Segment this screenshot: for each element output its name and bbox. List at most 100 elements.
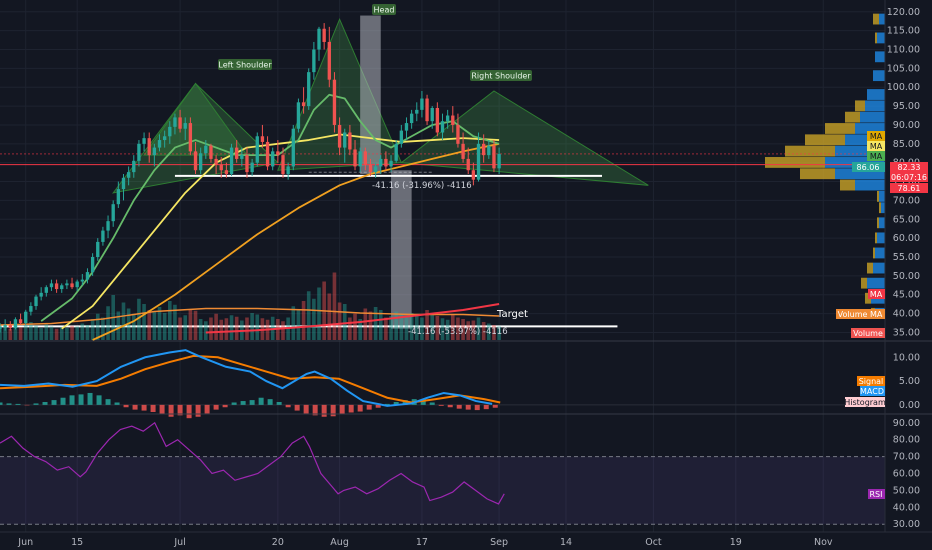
macd-histogram-bar bbox=[6, 403, 12, 405]
volume-bar bbox=[131, 313, 136, 340]
profile-bar-up bbox=[845, 111, 860, 123]
macd-histogram-bar bbox=[483, 404, 489, 410]
candle-body bbox=[307, 72, 311, 107]
macd-histogram-bar bbox=[51, 400, 57, 405]
macd-axis[interactable]: 10.00 5.00 0.00 bbox=[893, 352, 920, 411]
volume-bar bbox=[466, 321, 471, 340]
candle-body bbox=[132, 160, 136, 173]
volume-bar bbox=[440, 318, 445, 340]
volume-bar bbox=[409, 313, 414, 340]
volume-bar bbox=[353, 313, 357, 340]
volume-bar bbox=[492, 325, 496, 340]
macd-histogram-bar bbox=[141, 404, 147, 411]
highlight-bar-top bbox=[360, 15, 381, 174]
candle-body bbox=[106, 221, 110, 231]
candle-body bbox=[497, 153, 501, 169]
macd-histogram-bar bbox=[375, 404, 381, 408]
time-axis[interactable]: Jun 15 Jul 20 Aug 17 Sep 14 Oct 19 Nov bbox=[17, 537, 833, 548]
profile-bar-down bbox=[881, 202, 885, 214]
svg-text:MA: MA bbox=[870, 132, 883, 141]
volume-bar bbox=[487, 323, 491, 340]
candle-body bbox=[101, 230, 105, 242]
price-tick-label: 95.00 bbox=[893, 101, 920, 112]
rsi-tick-label: 30.00 bbox=[893, 519, 920, 530]
volume-bar bbox=[332, 272, 337, 340]
candle-body bbox=[487, 145, 491, 156]
candle-body bbox=[461, 143, 465, 159]
volume-bar bbox=[430, 313, 435, 340]
candle-body bbox=[245, 155, 249, 173]
head-label: Head bbox=[372, 4, 396, 15]
candle-body bbox=[276, 151, 280, 156]
svg-text:78.61: 78.61 bbox=[898, 184, 921, 193]
candle-body bbox=[425, 98, 429, 122]
candle-body bbox=[152, 147, 157, 156]
histogram-tag: Histogram bbox=[844, 397, 886, 407]
rsi-axis[interactable]: 90.00 80.00 70.00 60.00 50.00 40.00 30.00 bbox=[893, 418, 920, 530]
candle-body bbox=[471, 170, 476, 180]
macd-histogram-bar bbox=[150, 404, 156, 412]
pane-separators bbox=[0, 0, 932, 533]
time-tick-label: 19 bbox=[730, 537, 742, 548]
candle-body bbox=[44, 287, 48, 293]
price-tick-label: 55.00 bbox=[893, 252, 920, 263]
candle-body bbox=[188, 123, 193, 152]
profile-bar-down bbox=[875, 51, 885, 63]
macd-histogram-bar bbox=[474, 404, 480, 411]
signal-tag: Signal bbox=[857, 376, 885, 386]
candle-body bbox=[8, 324, 12, 328]
candle-body bbox=[420, 98, 424, 110]
candle-body bbox=[240, 155, 244, 159]
volume-bar bbox=[13, 323, 18, 340]
macd-histogram-bar bbox=[69, 395, 75, 405]
macd-histogram-bar bbox=[204, 404, 210, 414]
macd-histogram-bar bbox=[123, 404, 129, 408]
volume-bar bbox=[59, 327, 64, 340]
candle-body bbox=[466, 158, 470, 171]
profile-bar-up bbox=[800, 168, 835, 180]
volume-bar bbox=[49, 326, 54, 340]
volume-bar bbox=[384, 317, 388, 340]
candle-body bbox=[363, 151, 367, 165]
svg-text:RSI: RSI bbox=[870, 490, 883, 499]
profile-bar-up bbox=[875, 32, 877, 44]
profile-bar-down bbox=[860, 111, 885, 123]
candle-body bbox=[39, 292, 43, 297]
volume-bar bbox=[101, 317, 105, 340]
macd-histogram-bar bbox=[258, 397, 264, 405]
profile-bar-down bbox=[845, 134, 885, 146]
profile-bar-down bbox=[835, 168, 885, 180]
volume-bar bbox=[44, 324, 49, 340]
macd-tag: MACD bbox=[860, 386, 885, 396]
profile-bar-up bbox=[840, 179, 855, 191]
candle-body bbox=[476, 143, 481, 180]
candle-body bbox=[373, 166, 378, 173]
macd-tick-label: 5.00 bbox=[899, 376, 920, 387]
volume-bar bbox=[250, 313, 254, 340]
volume-bar bbox=[193, 310, 198, 340]
profile-bar-down bbox=[875, 247, 885, 259]
time-tick-label: 14 bbox=[560, 537, 572, 548]
candle-body bbox=[90, 257, 95, 273]
macd-histogram-bar bbox=[267, 399, 273, 405]
rsi-tag: RSI bbox=[868, 489, 885, 499]
profile-bar-down bbox=[865, 100, 885, 112]
time-tick-label: Oct bbox=[645, 537, 662, 548]
rsi-tick-label: 60.00 bbox=[893, 469, 920, 480]
profile-bar-down bbox=[879, 190, 885, 202]
svg-text:Volume: Volume bbox=[853, 329, 883, 338]
macd-tick-label: 0.00 bbox=[899, 400, 920, 411]
macd-histogram-bar bbox=[420, 400, 426, 405]
profile-bar-up bbox=[873, 247, 875, 259]
macd-histogram-bar bbox=[465, 404, 471, 410]
price-tick-label: 100.00 bbox=[887, 82, 920, 93]
svg-text:Signal: Signal bbox=[859, 377, 884, 386]
candle-body bbox=[492, 145, 496, 169]
volume-ma-tag-red: MA bbox=[868, 289, 885, 299]
candle-body bbox=[394, 143, 398, 161]
rsi-tick-label: 40.00 bbox=[893, 502, 920, 513]
volume-bar bbox=[445, 319, 450, 340]
candle-body bbox=[368, 164, 373, 173]
candle-body bbox=[481, 143, 486, 156]
